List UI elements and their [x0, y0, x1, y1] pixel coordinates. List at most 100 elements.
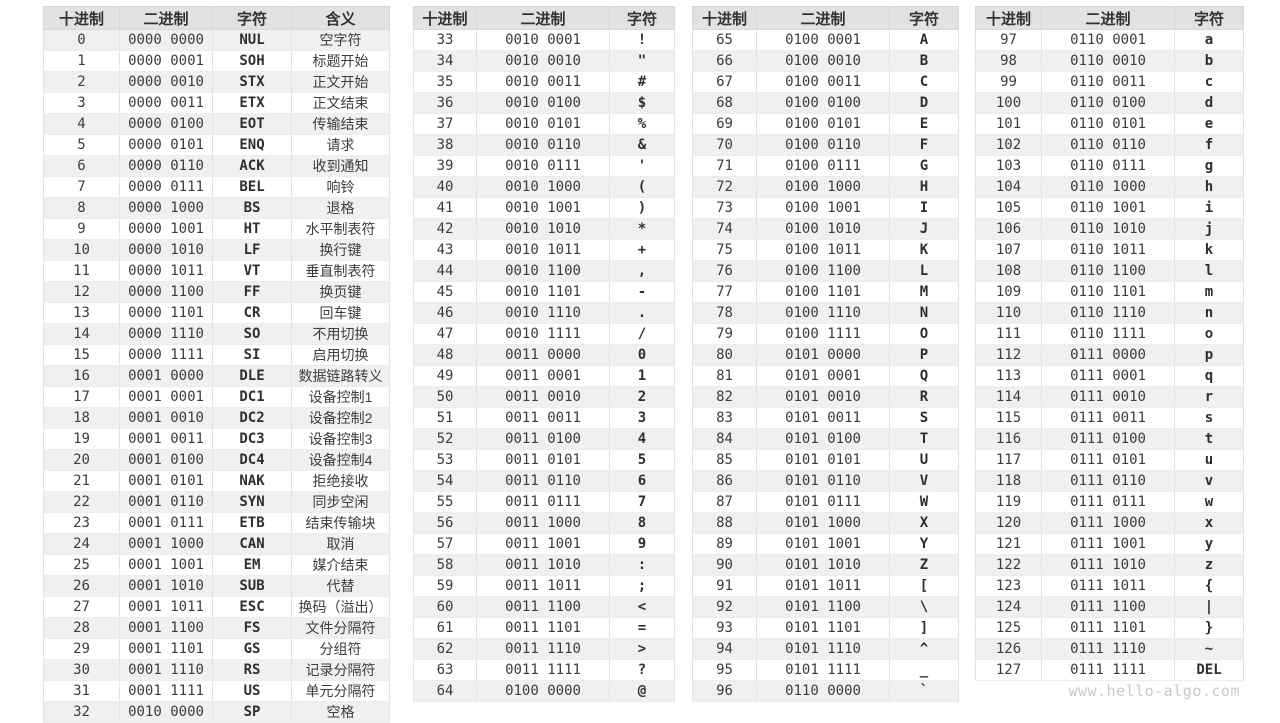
char-cell: DC2: [212, 407, 292, 429]
char-cell: Z: [889, 554, 959, 576]
binary-cell: 0010 0011: [476, 71, 610, 93]
table-row: 77 0100 1101 M: [692, 281, 959, 303]
decimal-cell: 92: [692, 596, 757, 618]
decimal-cell: 95: [692, 659, 757, 681]
char-cell: x: [1174, 512, 1244, 534]
char-cell: SOH: [212, 50, 292, 72]
decimal-cell: 56: [413, 512, 477, 534]
column-header: 十进制: [413, 6, 477, 30]
decimal-cell: 42: [413, 218, 477, 240]
table-row: 49 0011 0001 1: [413, 365, 675, 387]
char-cell: g: [1174, 155, 1244, 177]
char-cell: ]: [889, 617, 959, 639]
decimal-cell: 127: [975, 659, 1042, 681]
table-row: 10 0000 1010 LF 换行键: [43, 239, 390, 261]
header-row: 十进制 二进制 字符: [692, 6, 959, 30]
table-row: 59 0011 1011;: [413, 575, 675, 597]
char-cell: STX: [212, 71, 292, 93]
binary-cell: 0111 1000: [1041, 512, 1175, 534]
char-cell: ): [609, 197, 675, 219]
decimal-cell: 93: [692, 617, 757, 639]
decimal-cell: 39: [413, 155, 477, 177]
table-row: 58 0011 1010:: [413, 554, 675, 576]
binary-cell: 0001 1011: [119, 596, 213, 618]
ascii-table-97-127: 十进制 二进制 字符 97 0110 0001 a 98 0110 0010 b 99 0110 …: [975, 6, 1244, 681]
table-row: 9 0000 1001 HT 水平制表符: [43, 218, 390, 240]
table-row: 80 0101 0000 P: [692, 344, 959, 366]
decimal-cell: 66: [692, 50, 757, 72]
decimal-cell: 101: [975, 113, 1042, 135]
decimal-cell: 31: [43, 680, 120, 702]
binary-cell: 0011 0001: [476, 365, 610, 387]
decimal-cell: 73: [692, 197, 757, 219]
char-cell: :: [609, 554, 675, 576]
binary-cell: 0111 1110: [1041, 638, 1175, 660]
table-row: 120 0111 1000 x: [975, 512, 1244, 534]
binary-cell: 0101 0001: [756, 365, 890, 387]
table-row: 35 0010 0011 #: [413, 71, 675, 93]
table-row: 53 0011 0101 5: [413, 449, 675, 471]
char-cell: P: [889, 344, 959, 366]
table-row: 82 0101 0010 R: [692, 386, 959, 408]
decimal-cell: 7: [43, 176, 120, 198]
char-cell: e: [1174, 113, 1244, 135]
binary-cell: 0010 1101: [476, 281, 610, 303]
binary-cell: 0000 0101: [119, 134, 213, 156]
char-cell: R: [889, 386, 959, 408]
decimal-cell: 23: [43, 512, 120, 534]
char-cell: HT: [212, 218, 292, 240]
char-cell: 2: [609, 386, 675, 408]
binary-cell: 0010 1111: [476, 323, 610, 345]
char-cell: ACK: [212, 155, 292, 177]
decimal-cell: 35: [413, 71, 477, 93]
binary-cell: 0110 0100: [1041, 92, 1175, 114]
binary-cell: 0010 1000: [476, 176, 610, 198]
char-cell: a: [1174, 29, 1244, 51]
char-cell: =: [609, 617, 675, 639]
table-row: 117 0111 0101 u: [975, 449, 1244, 471]
table-row: 61 0011 1101 =: [413, 617, 675, 639]
decimal-cell: 15: [43, 344, 120, 366]
meaning-cell: 设备控制2: [291, 407, 390, 429]
char-cell: A: [889, 29, 959, 51]
meaning-cell: 结束传输块: [291, 512, 390, 534]
char-cell: !: [609, 29, 675, 51]
decimal-cell: 70: [692, 134, 757, 156]
char-cell: G: [889, 155, 959, 177]
binary-cell: 0001 1110: [119, 659, 213, 681]
char-cell: }: [1174, 617, 1244, 639]
binary-cell: 0100 1101: [756, 281, 890, 303]
table-row: 94 0101 1110 ^: [692, 638, 959, 660]
binary-cell: 0110 0111: [1041, 155, 1175, 177]
char-cell: DLE: [212, 365, 292, 387]
binary-cell: 0111 0011: [1041, 407, 1175, 429]
table-row: 63 0011 1111?: [413, 659, 675, 681]
binary-cell: 0101 1001: [756, 533, 890, 555]
char-cell: @: [609, 680, 675, 702]
meaning-cell: 记录分隔符: [291, 659, 390, 681]
binary-cell: 0010 0000: [119, 701, 213, 723]
decimal-cell: 11: [43, 260, 120, 282]
decimal-cell: 104: [975, 176, 1042, 198]
decimal-cell: 38: [413, 134, 477, 156]
decimal-cell: 13: [43, 302, 120, 324]
binary-cell: 0011 1111: [476, 659, 610, 681]
binary-cell: 0010 1110: [476, 302, 610, 324]
decimal-cell: 122: [975, 554, 1042, 576]
char-cell: SUB: [212, 575, 292, 597]
binary-cell: 0000 1010: [119, 239, 213, 261]
decimal-cell: 82: [692, 386, 757, 408]
header-row: 十进制 二进制 字符: [413, 6, 675, 30]
decimal-cell: 3: [43, 92, 120, 114]
decimal-cell: 41: [413, 197, 477, 219]
binary-cell: 0000 0110: [119, 155, 213, 177]
char-cell: J: [889, 218, 959, 240]
binary-cell: 0000 0111: [119, 176, 213, 198]
binary-cell: 0000 0100: [119, 113, 213, 135]
decimal-cell: 110: [975, 302, 1042, 324]
char-cell: FS: [212, 617, 292, 639]
decimal-cell: 57: [413, 533, 477, 555]
ascii-table-65-96: 十进制 二进制 字符 65 0100 0001 A 66 0100 0010 B 67 0100 …: [692, 6, 959, 702]
table-row: 8 0000 1000 BS 退格: [43, 197, 390, 219]
binary-cell: 0100 1011: [756, 239, 890, 261]
